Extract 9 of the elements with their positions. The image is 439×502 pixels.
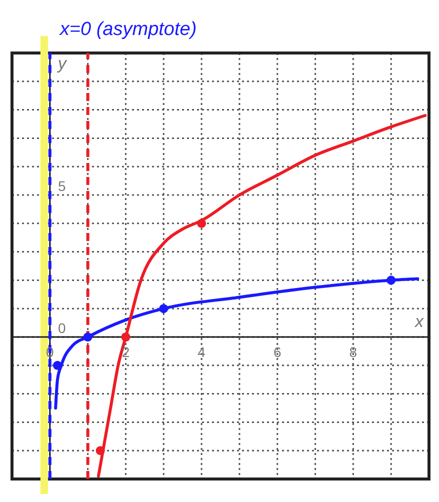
x-tick-label: 6 — [273, 344, 282, 360]
x-tick-label: 4 — [198, 344, 206, 360]
y-tick-label: 5 — [58, 178, 66, 194]
ref-line-label: x=0 (asymptote) — [58, 19, 197, 40]
x-tick-label: 8 — [349, 344, 358, 360]
x-axis-title: x — [414, 312, 424, 331]
y-axis-title: y — [56, 54, 68, 73]
x-tick-label: 2 — [122, 344, 130, 360]
x-tick-label: 0 — [46, 344, 54, 360]
